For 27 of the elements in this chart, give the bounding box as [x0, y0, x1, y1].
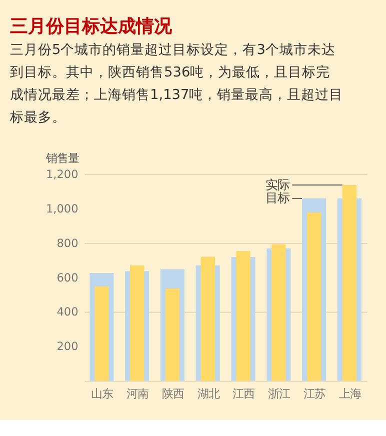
bar	[342, 184, 357, 381]
chart-subtitle: 三月份5个城市的销量超过目标设定，有3个城市未达到目标。其中，陕西销售536吨，为最低，且目标完成情况最差；上海销售1,137吨，销量最高，且超过目标最多。	[9, 42, 344, 126]
y-axis-title: 销售量	[45, 150, 80, 165]
y-tick-label: 1,200	[46, 166, 78, 181]
x-tick-label: 上海	[338, 386, 361, 400]
x-tick-label: 江苏	[304, 386, 326, 400]
bar	[165, 288, 180, 381]
bar	[272, 244, 286, 381]
x-tick-label: 陕西	[162, 386, 184, 400]
bar	[130, 265, 144, 381]
x-tick-label: 浙江	[268, 386, 290, 400]
series-label: 目标	[265, 191, 290, 206]
x-tick-label: 河南	[126, 386, 149, 400]
chart-title: 三月份目标达成情况	[10, 16, 174, 38]
y-tick-label: 800	[56, 236, 78, 250]
text: 实际	[265, 178, 290, 192]
bar	[200, 256, 215, 381]
bar	[94, 286, 109, 381]
bar	[236, 251, 250, 381]
x-tick-label: 山东	[91, 386, 114, 400]
y-tick-label: 200	[56, 339, 78, 354]
x-tick-label: 湖北	[197, 386, 220, 400]
y-tick-label: 400	[56, 304, 78, 319]
y-tick-label: 1,000	[46, 201, 78, 216]
x-tick-label: 江西	[232, 386, 255, 400]
bar	[306, 212, 322, 381]
y-tick-label: 600	[56, 270, 78, 284]
